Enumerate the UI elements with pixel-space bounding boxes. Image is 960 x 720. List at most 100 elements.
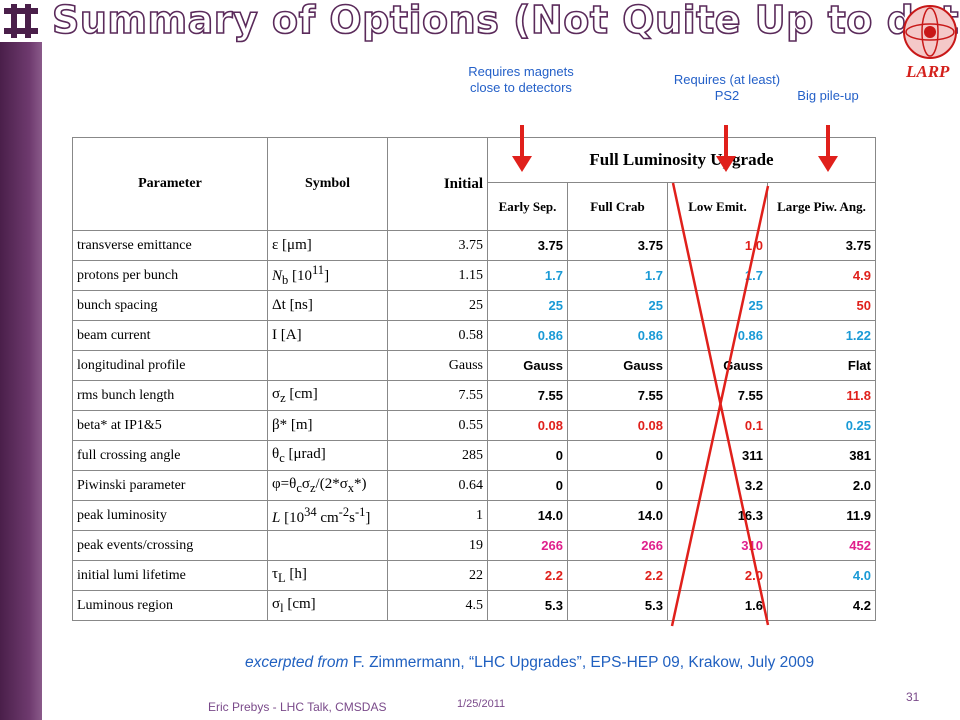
sub-header: Large Piw. Ang.	[767, 182, 876, 231]
symbol-part: -2	[338, 504, 350, 519]
symbol-part: σ	[301, 475, 310, 492]
value-cell: 3.75	[767, 230, 876, 261]
value-cell: 0.86	[567, 320, 668, 351]
initial-cell: 4.5	[387, 590, 488, 621]
symbol-part: 11	[312, 263, 325, 277]
citation-lead: excerpted from	[245, 654, 349, 671]
value-cell: 4.0	[767, 560, 876, 591]
value-cell: 3.75	[567, 230, 668, 261]
parameter-cell: transverse emittance	[72, 230, 268, 261]
symbol-part: [10	[288, 268, 313, 284]
sub-header: Full Crab	[567, 182, 668, 231]
value-cell: Gauss	[667, 350, 768, 381]
table-row: initial lumi lifetime τL [h] 22 2.2 2.2 2.0 4.…	[72, 560, 876, 591]
symbol-part: -1	[354, 504, 366, 519]
fermilab-logo	[0, 0, 42, 42]
value-cell: Gauss	[567, 350, 668, 381]
value-cell: 0.08	[487, 410, 568, 441]
value-cell: 7.55	[567, 380, 668, 411]
value-cell: 452	[767, 530, 876, 561]
value-cell: 1.7	[567, 260, 668, 291]
value-cell: 1.7	[667, 260, 768, 291]
value-cell: 7.55	[487, 380, 568, 411]
symbol-part: ]	[324, 268, 330, 284]
value-cell: 11.9	[767, 500, 876, 531]
value-cell: 266	[487, 530, 568, 561]
table-row: longitudinal profile Gauss Gauss Gauss Gauss…	[72, 350, 876, 381]
initial-cell: 25	[387, 290, 488, 321]
table-row: peak luminosity L [1034 cm-2s-1] 1 14.0 14.0…	[72, 500, 876, 531]
value-cell: 1.22	[767, 320, 876, 351]
value-cell: 16.3	[667, 500, 768, 531]
side-bar	[0, 0, 42, 720]
column-header: Initial	[387, 137, 488, 231]
initial-cell: 0.55	[387, 410, 488, 441]
value-cell: 1.7	[487, 260, 568, 291]
sub-header: Early Sep.	[487, 182, 568, 231]
initial-cell: 285	[387, 440, 488, 471]
value-cell: 2.2	[567, 560, 668, 591]
initial-cell: Gauss	[387, 350, 488, 381]
table-row: transverse emittance ε [μm] 3.75 3.75 3.75 1.…	[72, 230, 876, 261]
initial-cell: 22	[387, 560, 488, 591]
value-cell: 0.86	[487, 320, 568, 351]
symbol-part: φ=θ	[272, 475, 297, 492]
symbol-part: 34	[304, 504, 317, 519]
symbol-cell: β* [m]	[267, 410, 388, 441]
initial-cell: 0.64	[387, 470, 488, 501]
table-row: Piwinski parameter φ=θcσz/(2*σx*) 0.64 0 0 3.…	[72, 470, 876, 501]
parameter-cell: Luminous region	[72, 590, 268, 621]
parameter-cell: beam current	[72, 320, 268, 351]
value-cell: 0.1	[667, 410, 768, 441]
symbol-part: s	[349, 509, 355, 526]
value-cell: 0	[567, 440, 668, 471]
footer-date: 1/25/2011	[457, 698, 506, 710]
symbol-part: σ	[272, 385, 281, 402]
symbol-part: N	[272, 268, 283, 284]
symbol-part: L	[278, 570, 286, 585]
symbol-part: c	[296, 480, 302, 495]
symbol-part: [cm]	[285, 385, 318, 402]
value-cell: 5.3	[487, 590, 568, 621]
value-cell: 25	[567, 290, 668, 321]
table-row: rms bunch length σz [cm] 7.55 7.55 7.55 7.55 1…	[72, 380, 876, 411]
symbol-part: θ	[272, 445, 280, 462]
symbol-cell: σl [cm]	[267, 590, 388, 621]
symbol-part: /(2*σ	[315, 475, 348, 492]
symbol-cell: L [1034 cm-2s-1]	[267, 500, 388, 531]
symbol-part: c	[279, 450, 285, 465]
symbol-cell	[267, 350, 388, 381]
value-cell: 0	[567, 470, 668, 501]
larp-label: LARP	[906, 62, 950, 81]
symbol-cell: I [A]	[267, 320, 388, 351]
symbol-part: [10	[280, 509, 305, 526]
value-cell: 11.8	[767, 380, 876, 411]
value-cell: 14.0	[487, 500, 568, 531]
initial-cell: 7.55	[387, 380, 488, 411]
table-row: protons per bunch Nb [1011] 1.15 1.7 1.7 1.7 4…	[72, 260, 876, 291]
symbol-part: I [A]	[272, 327, 302, 343]
value-cell: 0.08	[567, 410, 668, 441]
value-cell: 311	[667, 440, 768, 471]
value-cell: Gauss	[487, 350, 568, 381]
annotation: Requires magnets close to detectors	[468, 64, 574, 95]
parameter-cell: peak luminosity	[72, 500, 268, 531]
citation: excerpted from F. Zimmermann, “LHC Upgra…	[245, 654, 814, 672]
symbol-cell: Δt [ns]	[267, 290, 388, 321]
symbol-cell: τL [h]	[267, 560, 388, 591]
value-cell: 3.2	[667, 470, 768, 501]
symbol-part: l	[280, 600, 284, 615]
value-cell: 310	[667, 530, 768, 561]
initial-cell: 3.75	[387, 230, 488, 261]
parameter-cell: beta* at IP1&5	[72, 410, 268, 441]
citation-text: F. Zimmermann, “LHC Upgrades”, EPS-HEP 0…	[352, 654, 815, 671]
symbol-cell: ε [μm]	[267, 230, 388, 261]
value-cell: 2.0	[767, 470, 876, 501]
symbol-cell	[267, 530, 388, 561]
value-cell: 5.3	[567, 590, 668, 621]
symbol-cell: θc [μrad]	[267, 440, 388, 471]
table-row: beam current I [A] 0.58 0.86 0.86 0.86 1.22	[72, 320, 876, 351]
symbol-part: ]	[365, 509, 371, 526]
value-cell: 25	[667, 290, 768, 321]
